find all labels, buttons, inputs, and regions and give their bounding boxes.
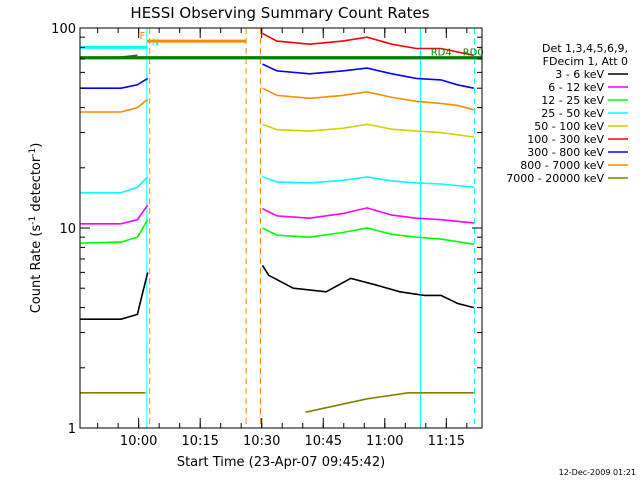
series-line-5-1 [262, 32, 474, 57]
x-tick-label-4: 11:00 [366, 434, 403, 449]
y-axis-label-detector: detector [29, 156, 44, 216]
series-line-3-0 [80, 176, 149, 194]
series-line-6-0 [80, 77, 149, 89]
series-line-3-1 [262, 176, 474, 188]
annotation-label-2: RD4 [431, 48, 452, 59]
annotation-label-0: N [152, 37, 159, 48]
y-tick-label-2: 100 [51, 22, 76, 37]
y-axis-label-exponent: -1 [28, 216, 38, 225]
legend-label-0: 3 - 6 keV [555, 68, 604, 81]
axis-ticks: 10:00 10:15 10:30 10:45 11:00 11:15 1 10 100 [51, 22, 482, 449]
legend-header-0: Det 1,3,4,5,6,9, [542, 42, 628, 55]
y-axis-label: Count Rate (s-1 detector-1) [28, 143, 44, 314]
y-axis-label-exponent-2: -1 [28, 148, 38, 157]
series-line-8-1 [305, 391, 474, 413]
x-tick-label-1: 10:15 [181, 434, 218, 449]
x-tick-label-2: 10:30 [243, 434, 280, 449]
y-axis-label-close: ) [29, 143, 44, 148]
series-line-6-1 [262, 63, 474, 89]
legend-header-1: FDecim 1, Att 0 [543, 55, 628, 68]
plot-area: N RD0 RD4 F [79, 28, 484, 428]
footer-date: 12-Dec-2009 01:21 [559, 468, 636, 477]
legend-label-7: 800 - 7000 keV [520, 159, 604, 172]
annotation-label-3: F [139, 31, 145, 42]
series-line-0-1 [261, 264, 474, 309]
series-line-2-0 [79, 219, 149, 244]
legend: Det 1,3,4,5,6,9,FDecim 1, Att 03 - 6 keV… [506, 42, 628, 185]
legend-label-5: 100 - 300 keV [527, 133, 604, 146]
legend-label-1: 6 - 12 keV [548, 81, 604, 94]
legend-label-6: 300 - 800 keV [527, 146, 604, 159]
y-tick-label-0: 1 [68, 422, 76, 437]
y-tick-label-1: 10 [59, 222, 76, 237]
annotation-label-1: RD0 [463, 48, 484, 59]
series-line-0-0 [80, 272, 149, 321]
series-line-7-0 [80, 98, 149, 113]
legend-label-3: 25 - 50 keV [541, 107, 604, 120]
series-line-7-1 [262, 87, 475, 111]
x-axis-label: Start Time (23-Apr-07 09:45:42) [177, 455, 385, 470]
x-tick-label-0: 10:00 [120, 434, 157, 449]
chart-title: HESSI Observing Summary Count Rates [130, 4, 429, 22]
y-axis-label-main: Count Rate (s [29, 225, 44, 314]
series-line-1-1 [262, 207, 474, 224]
x-tick-label-5: 11:15 [428, 434, 465, 449]
x-tick-label-3: 10:45 [305, 434, 342, 449]
legend-label-8: 7000 - 20000 keV [506, 172, 604, 185]
plot-frame [79, 27, 483, 429]
series-line-2-1 [262, 227, 474, 245]
legend-label-4: 50 - 100 keV [534, 120, 604, 133]
series-line-4-0 [262, 123, 474, 138]
series-line-1-0 [80, 204, 149, 225]
legend-label-2: 12 - 25 keV [541, 94, 604, 107]
